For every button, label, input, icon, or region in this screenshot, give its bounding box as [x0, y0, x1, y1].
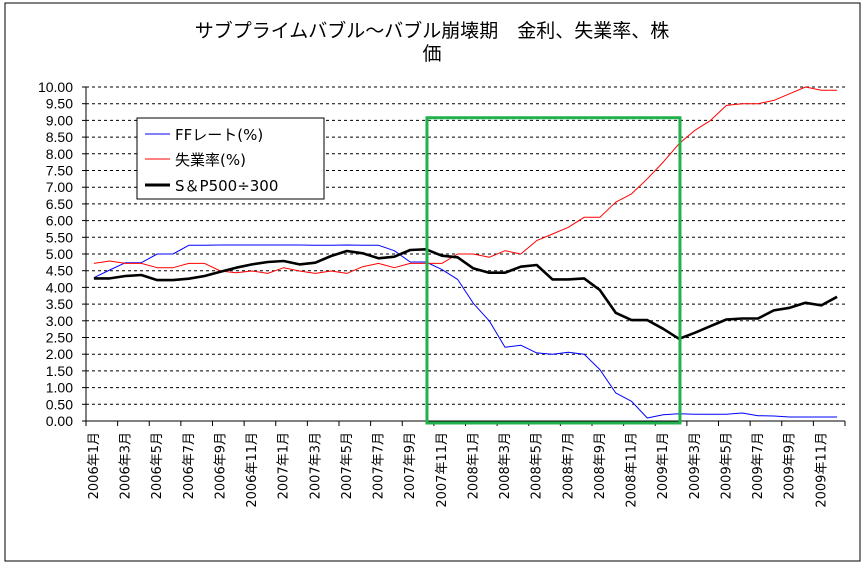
y-tick-label: 8.50	[46, 129, 73, 145]
y-tick-label: 9.00	[46, 112, 73, 128]
x-tick-label: 2008年5月	[530, 432, 545, 499]
y-tick-label: 1.00	[46, 380, 73, 396]
x-tick-label: 2006年3月	[119, 432, 134, 499]
x-tick-label: 2007年9月	[403, 432, 418, 499]
y-tick-label: 3.50	[46, 296, 73, 312]
legend-label-ff: FFレート(%)	[175, 126, 263, 144]
x-tick-label: 2006年9月	[213, 432, 228, 499]
y-tick-label: 4.50	[46, 263, 73, 279]
x-tick-label: 2007年1月	[277, 432, 292, 499]
x-tick-label: 2006年11月	[245, 432, 260, 508]
x-tick-label: 2006年7月	[182, 432, 197, 499]
y-tick-label: 6.50	[46, 196, 73, 212]
x-tick-label: 2006年5月	[150, 432, 165, 499]
series-line-unemployment	[93, 86, 838, 274]
chart-title-line1: サブプライムバブル～バブル崩壊期 金利、失業率、株	[195, 19, 670, 42]
y-tick-label: 9.50	[46, 96, 73, 112]
legend-label-unemployment: 失業率(%)	[175, 151, 246, 169]
legend: FFレート(%) 失業率(%) S＆P500÷300	[136, 117, 325, 200]
series-lines	[93, 86, 838, 419]
x-tick-label: 2009年1月	[656, 432, 671, 499]
x-tick-label: 2009年5月	[719, 432, 734, 499]
y-tick-label: 3.00	[46, 313, 73, 329]
y-tick-label: 0.00	[46, 413, 73, 429]
x-axis-ticks: 2006年1月 2006年3月 2006年5月 2006年7月 2006年9月 2006年…	[85, 421, 846, 508]
chart-title-line2: 価	[422, 43, 441, 65]
y-tick-label: 5.00	[46, 246, 73, 262]
y-tick-label: 7.50	[46, 163, 73, 179]
highlight-box	[425, 116, 682, 425]
legend-label-sp500: S＆P500÷300	[175, 177, 278, 195]
y-tick-label: 8.00	[46, 146, 73, 162]
x-tick-label: 2009年7月	[751, 432, 766, 499]
y-tick-label: 2.50	[46, 330, 73, 346]
y-axis-ticks: 0.000.501.001.502.002.503.003.504.004.50…	[38, 79, 86, 429]
x-tick-label: 2008年1月	[466, 432, 481, 499]
x-tick-label: 2007年3月	[308, 432, 323, 499]
y-tick-label: 6.00	[46, 213, 73, 229]
x-tick-label: 2007年11月	[435, 432, 450, 508]
x-tick-label: 2007年7月	[372, 432, 387, 499]
x-tick-label: 2008年9月	[593, 432, 608, 499]
x-tick-label: 2009年3月	[688, 432, 703, 499]
x-tick-label: 2008年3月	[498, 432, 513, 499]
x-tick-label: 2008年11月	[625, 432, 640, 508]
x-tick-label: 2006年1月	[87, 432, 102, 499]
y-tick-label: 2.00	[46, 346, 73, 362]
y-tick-label: 0.50	[46, 396, 73, 412]
y-tick-label: 10.00	[38, 79, 73, 95]
y-tick-label: 7.00	[46, 179, 73, 195]
x-tick-label: 2009年9月	[783, 432, 798, 499]
y-tick-label: 5.50	[46, 229, 73, 245]
x-tick-label: 2009年11月	[814, 432, 829, 508]
series-line-ff-rate	[93, 244, 838, 419]
chart-border	[4, 2, 861, 562]
y-tick-label: 4.00	[46, 279, 73, 295]
series-line-sp500	[93, 248, 838, 341]
x-tick-label: 2007年5月	[340, 432, 355, 499]
x-tick-label: 2008年7月	[561, 432, 576, 499]
y-tick-label: 1.50	[46, 363, 73, 379]
